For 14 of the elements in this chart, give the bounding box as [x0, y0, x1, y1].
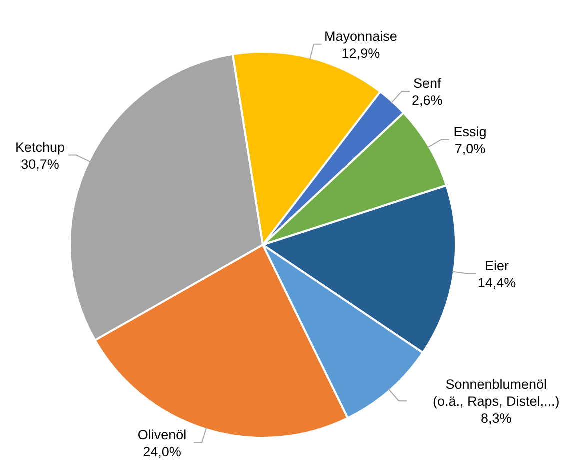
data-label: 14,4% [478, 275, 516, 290]
slice-label: Olivenöl [138, 427, 187, 442]
slice-label: Essig [454, 124, 487, 140]
data-label: 7,0% [454, 141, 486, 156]
slice-label: Senf [413, 76, 442, 92]
slice-label: Mayonnaise [324, 28, 398, 44]
data-label: 12,9% [342, 46, 380, 61]
data-label: 30,7% [21, 156, 60, 172]
data-label: 8,3% [481, 411, 512, 426]
slice-label: Sonnenblumenöl (o.ä., Raps, Distel,...) [432, 377, 560, 410]
data-label: 2,6% [412, 93, 443, 108]
slice-label: Ketchup [15, 140, 66, 155]
data-label: 24,0% [143, 444, 182, 460]
slice-label: Eier [484, 258, 510, 274]
